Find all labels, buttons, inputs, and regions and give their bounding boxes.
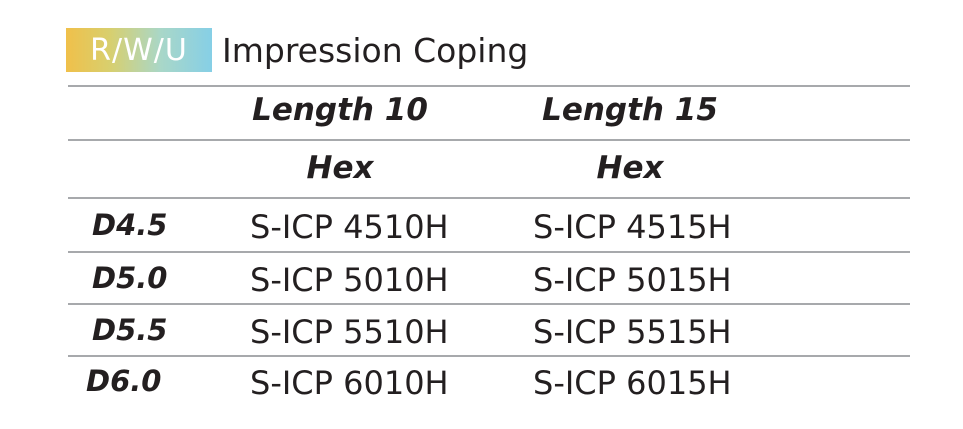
table-cell: S-ICP 4510H bbox=[250, 208, 449, 246]
table-cell: S-ICP 5010H bbox=[250, 261, 449, 299]
row-label-d4-5: D4.5 bbox=[92, 208, 168, 242]
table-cell: S-ICP 5510H bbox=[250, 313, 449, 351]
divider bbox=[68, 197, 910, 199]
table-cell: S-ICP 5515H bbox=[533, 313, 732, 351]
divider bbox=[68, 303, 910, 305]
column-header-length-15: Length 15 bbox=[542, 92, 718, 128]
row-label-d5-0: D5.0 bbox=[92, 261, 168, 295]
column-subheader-hex: Hex bbox=[596, 150, 664, 186]
column-subheader-hex: Hex bbox=[306, 150, 374, 186]
divider bbox=[68, 355, 910, 357]
divider bbox=[68, 139, 910, 141]
table-cell: S-ICP 6015H bbox=[533, 364, 732, 402]
table-cell: S-ICP 5015H bbox=[533, 261, 732, 299]
table-header: R/W/U Impression Coping bbox=[66, 28, 528, 72]
table-cell: S-ICP 4515H bbox=[533, 208, 732, 246]
category-badge: R/W/U bbox=[66, 28, 212, 72]
divider bbox=[68, 251, 910, 253]
row-label-d5-5: D5.5 bbox=[92, 313, 168, 347]
divider-top bbox=[68, 85, 910, 87]
table-cell: S-ICP 6010H bbox=[250, 364, 449, 402]
row-label-d6-0: D6.0 bbox=[86, 364, 162, 398]
table-title: Impression Coping bbox=[222, 30, 529, 70]
column-header-length-10: Length 10 bbox=[252, 92, 428, 128]
